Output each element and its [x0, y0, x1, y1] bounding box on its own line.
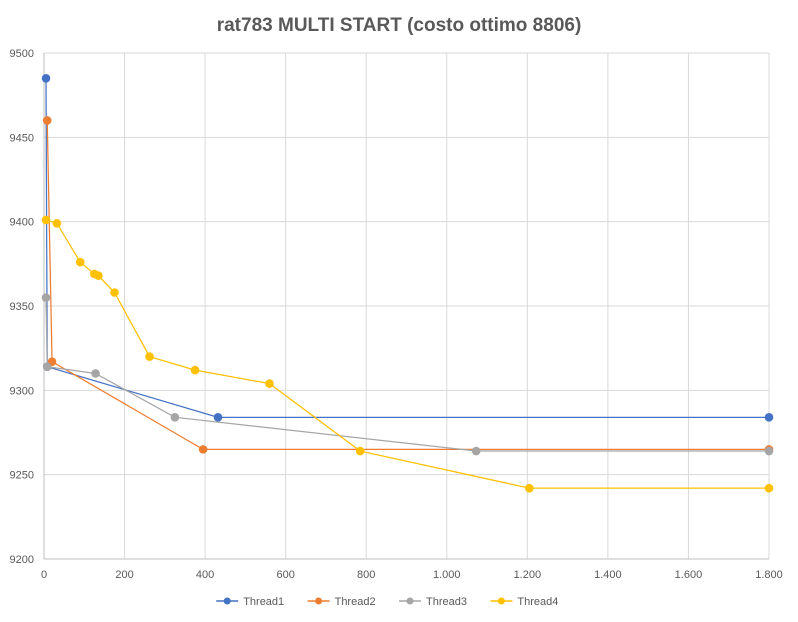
x-tick-label: 800: [357, 569, 375, 581]
x-tick-label: 1.800: [755, 569, 783, 581]
y-tick-label: 9250: [10, 470, 34, 482]
data-point-thread3: [471, 446, 481, 456]
grid: [44, 52, 770, 559]
legend-marker-thread4: [497, 597, 505, 605]
series-group: [41, 74, 774, 493]
y-tick-label: 9400: [10, 217, 34, 229]
legend-label-thread3: Thread3: [426, 596, 467, 608]
data-point-thread3: [41, 293, 51, 302]
legend-label-thread2: Thread2: [335, 596, 376, 608]
legend: Thread1 Thread2 Thread3 Thread4: [216, 596, 558, 608]
y-tick-label: 9300: [10, 385, 34, 397]
series-thread2: [42, 116, 774, 454]
y-tick-label: 9500: [10, 48, 34, 60]
legend-marker-thread2: [315, 597, 323, 605]
x-tick-label: 0: [41, 569, 47, 581]
data-point-thread3: [170, 413, 180, 422]
data-point-thread4: [525, 483, 534, 493]
data-point-thread4: [265, 379, 274, 388]
series-line-thread3: [45, 297, 769, 452]
data-point-thread4: [94, 271, 103, 280]
legend-item-thread4: Thread4: [490, 596, 558, 608]
data-point-thread4: [41, 215, 51, 225]
legend-item-thread2: Thread2: [307, 596, 376, 608]
x-tick-label: 1.200: [514, 569, 542, 581]
series-line-thread4: [45, 219, 769, 489]
legend-marker-thread3: [406, 597, 414, 605]
legend-item-thread3: Thread3: [399, 596, 467, 608]
data-point-thread3: [42, 362, 52, 372]
data-point-thread2: [198, 445, 208, 454]
legend-marker-thread1: [223, 597, 231, 605]
series-line-thread1: [45, 78, 769, 418]
legend-item-thread1: Thread1: [216, 596, 284, 608]
data-point-thread4: [145, 352, 154, 361]
data-point-thread4: [110, 288, 119, 297]
data-point-thread1: [764, 413, 774, 422]
x-tick-label: 200: [115, 569, 133, 581]
y-tick-label: 9350: [10, 301, 34, 313]
y-tick-label: 9450: [10, 132, 34, 144]
data-point-thread4: [190, 365, 200, 375]
data-point-thread4: [75, 257, 85, 267]
data-point-thread3: [764, 446, 774, 456]
x-tick-label: 400: [196, 569, 214, 581]
axes: 9200 9250 9300 9350 9400 9450 9500 0 200 400 600 80…: [10, 48, 783, 581]
data-point-thread3: [91, 369, 100, 378]
y-tick-label: 9200: [10, 554, 34, 566]
series-thread1: [41, 74, 774, 422]
x-tick-label: 600: [276, 569, 294, 581]
series-thread3: [41, 293, 774, 456]
legend-label-thread4: Thread4: [517, 596, 558, 608]
x-tick-label: 1.600: [675, 569, 703, 581]
x-tick-label: 1.000: [433, 569, 461, 581]
data-point-thread1: [41, 74, 51, 83]
data-point-thread2: [42, 116, 52, 125]
series-line-thread2: [46, 120, 769, 450]
legend-label-thread1: Thread1: [243, 596, 284, 608]
data-point-thread1: [213, 413, 223, 422]
data-point-thread4: [764, 483, 774, 493]
chart-title: rat783 MULTI START (costo ottimo 8806): [217, 15, 582, 36]
data-point-thread4: [355, 446, 365, 456]
data-point-thread4: [52, 219, 62, 228]
series-thread4: [41, 215, 774, 493]
x-tick-label: 1.400: [594, 569, 622, 581]
